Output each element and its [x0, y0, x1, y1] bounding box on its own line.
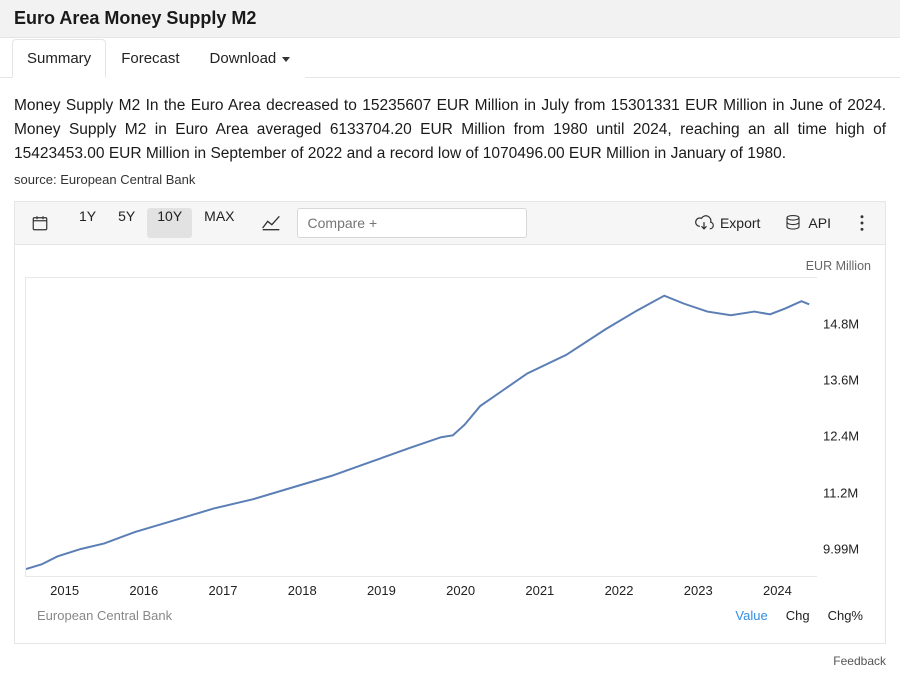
chart-toolbar: 1Y 5Y 10Y MAX Export API [15, 202, 885, 245]
title-bar: Euro Area Money Supply M2 [0, 0, 900, 38]
range-10y[interactable]: 10Y [147, 208, 192, 238]
range-group: 1Y 5Y 10Y MAX [69, 208, 245, 238]
x-tick: 2018 [263, 583, 342, 598]
summary-source: source: European Central Bank [0, 172, 900, 201]
calendar-icon [31, 214, 49, 232]
tabs: Summary Forecast Download [0, 38, 900, 78]
chevron-down-icon [282, 57, 290, 62]
footer-link-chgpct[interactable]: Chg% [828, 608, 863, 623]
y-tick: 11.2M [823, 485, 858, 500]
x-tick: 2024 [738, 583, 817, 598]
y-axis: 14.8M 13.6M 12.4M 11.2M 9.99M [817, 277, 875, 577]
compare-input[interactable] [297, 208, 527, 238]
chart-footer-links: Value Chg Chg% [735, 608, 863, 623]
chart-card: 1Y 5Y 10Y MAX Export API EUR Million [14, 201, 886, 644]
x-tick: 2019 [342, 583, 421, 598]
export-button[interactable]: Export [686, 208, 768, 238]
chart-svg [26, 278, 817, 576]
feedback-link[interactable]: Feedback [0, 654, 900, 674]
range-max[interactable]: MAX [194, 208, 244, 238]
page-title: Euro Area Money Supply M2 [14, 8, 886, 29]
more-button[interactable] [847, 208, 877, 238]
tab-forecast[interactable]: Forecast [106, 39, 194, 78]
chart-footer: European Central Bank Value Chg Chg% [25, 598, 875, 635]
chart-type-button[interactable] [253, 208, 289, 238]
footer-link-value[interactable]: Value [735, 608, 767, 623]
database-icon [784, 214, 802, 232]
api-button[interactable]: API [776, 208, 839, 238]
chart-plot[interactable] [25, 277, 817, 577]
x-axis: 2015201620172018201920202021202220232024 [25, 583, 875, 598]
cloud-download-icon [694, 214, 714, 232]
series-line [26, 296, 809, 569]
x-tick: 2020 [421, 583, 500, 598]
unit-label: EUR Million [25, 259, 875, 273]
y-tick: 12.4M [823, 429, 859, 444]
summary-text: Money Supply M2 In the Euro Area decreas… [0, 78, 900, 172]
x-tick: 2016 [104, 583, 183, 598]
more-vertical-icon [855, 214, 869, 232]
tab-label: Summary [27, 50, 91, 67]
footer-link-chg[interactable]: Chg [786, 608, 810, 623]
calendar-button[interactable] [23, 208, 57, 238]
x-tick: 2022 [579, 583, 658, 598]
tab-label: Download [210, 50, 277, 67]
api-label: API [808, 215, 831, 231]
range-5y[interactable]: 5Y [108, 208, 145, 238]
chart-footer-source: European Central Bank [37, 608, 172, 623]
tab-label: Forecast [121, 50, 179, 67]
y-tick: 9.99M [823, 542, 859, 557]
y-tick: 14.8M [823, 316, 859, 331]
x-tick: 2015 [25, 583, 104, 598]
chart-area: EUR Million 14.8M 13.6M 12.4M 11.2M 9.99M 20… [15, 245, 885, 643]
export-label: Export [720, 215, 760, 231]
range-1y[interactable]: 1Y [69, 208, 106, 238]
x-tick: 2017 [183, 583, 262, 598]
x-tick: 2023 [659, 583, 738, 598]
tab-download[interactable]: Download [195, 39, 306, 78]
y-tick: 13.6M [823, 373, 859, 388]
line-chart-icon [261, 214, 281, 232]
tab-summary[interactable]: Summary [12, 39, 106, 78]
x-tick: 2021 [500, 583, 579, 598]
